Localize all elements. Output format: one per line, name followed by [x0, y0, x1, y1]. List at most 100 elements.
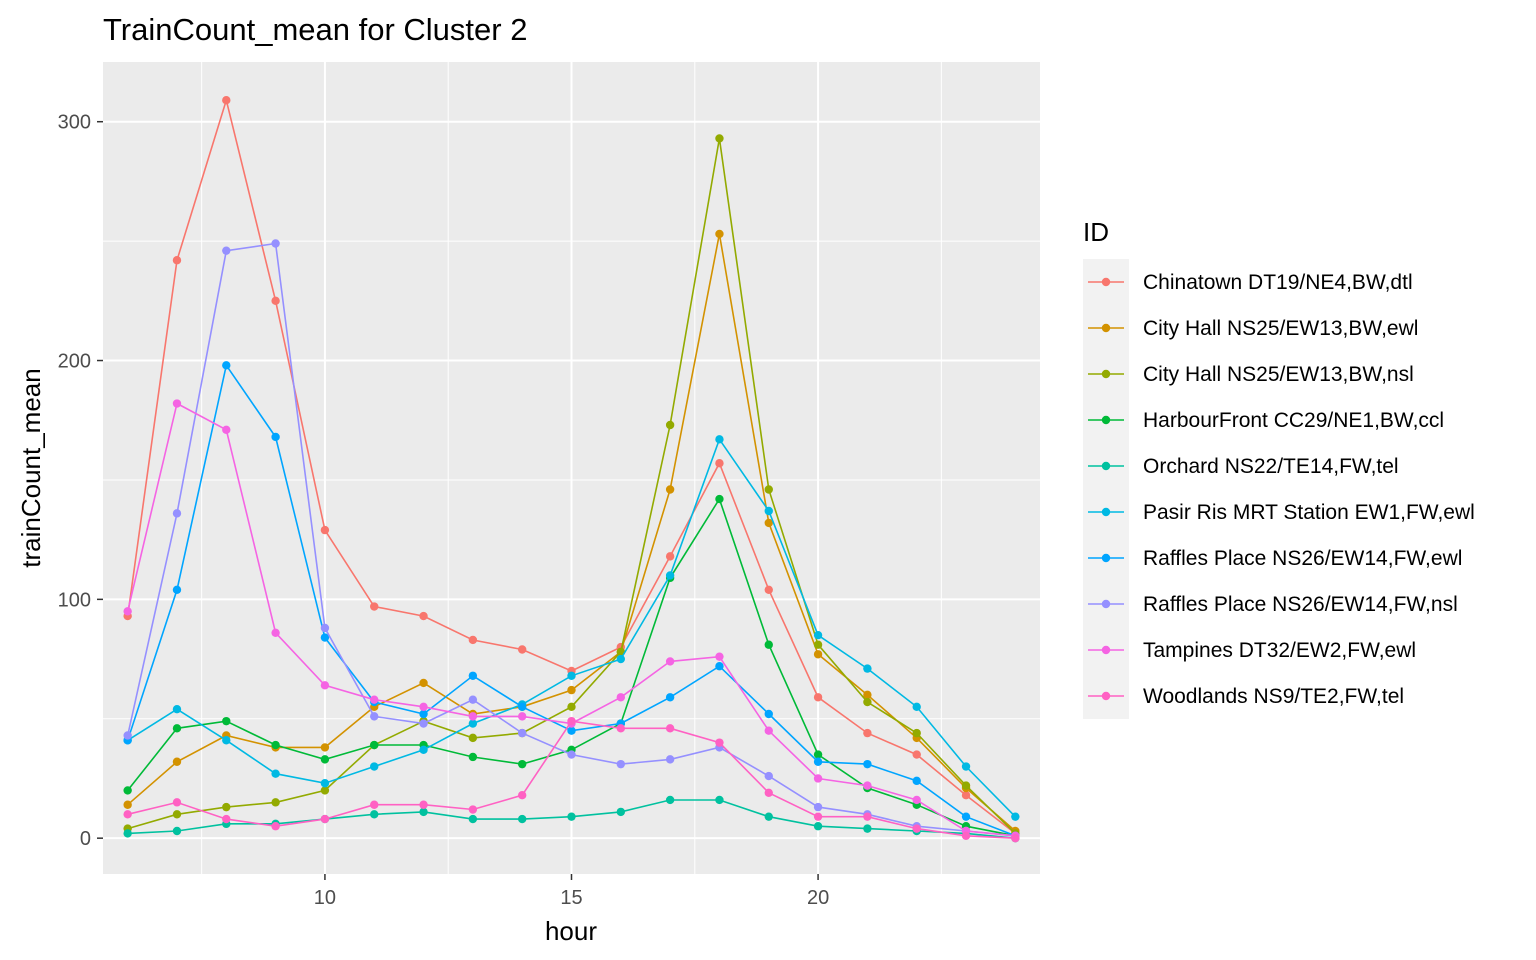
data-point — [468, 752, 478, 762]
data-point — [764, 788, 773, 797]
data-point — [813, 812, 823, 821]
data-point — [222, 716, 231, 726]
data-point — [517, 712, 527, 721]
data-point — [961, 831, 971, 840]
data-point — [813, 802, 823, 812]
data-point — [468, 805, 478, 814]
data-point — [468, 719, 478, 728]
legend-key-point — [1101, 461, 1111, 471]
data-point — [172, 826, 182, 836]
y-tick-label: 200 — [58, 351, 91, 373]
data-point — [320, 633, 330, 642]
data-point — [172, 399, 182, 408]
data-point — [715, 662, 724, 671]
data-point — [715, 494, 724, 504]
data-point — [665, 795, 675, 805]
legend-key-point — [1101, 599, 1111, 609]
legend-item: City Hall NS25/EW13,BW,ewl — [1088, 317, 1418, 340]
data-point — [665, 724, 675, 733]
data-point — [912, 750, 921, 759]
data-point — [567, 702, 576, 712]
data-point — [517, 702, 527, 712]
data-point — [863, 781, 872, 790]
data-point — [271, 822, 280, 831]
data-point — [419, 709, 428, 719]
data-point — [123, 786, 132, 795]
data-point — [468, 814, 478, 824]
data-point — [172, 585, 182, 594]
legend-item: Raffles Place NS26/EW14,FW,ewl — [1088, 547, 1462, 570]
data-point — [320, 743, 330, 752]
data-point — [567, 812, 576, 821]
legend-label: City Hall NS25/EW13,BW,nsl — [1143, 363, 1414, 386]
data-point — [764, 485, 773, 494]
data-point — [370, 740, 379, 750]
data-point — [912, 824, 921, 833]
data-point — [764, 709, 773, 719]
data-point — [320, 623, 330, 633]
data-point — [123, 731, 132, 740]
legend-key-point — [1101, 415, 1111, 425]
data-point — [222, 246, 231, 255]
data-point — [172, 757, 182, 766]
data-point — [468, 635, 478, 645]
legend-label: City Hall NS25/EW13,BW,ewl — [1143, 317, 1418, 340]
legend-key-point — [1101, 369, 1111, 379]
data-point — [468, 733, 478, 743]
data-point — [665, 552, 675, 561]
legend-key-point — [1101, 691, 1111, 701]
data-point — [616, 654, 626, 664]
data-point — [665, 485, 675, 494]
legend-label: Woodlands NS9/TE2,FW,tel — [1143, 685, 1404, 708]
data-point — [616, 807, 626, 817]
data-point — [1011, 833, 1020, 843]
x-tick-label: 20 — [807, 887, 829, 909]
data-point — [123, 810, 132, 819]
data-point — [665, 571, 675, 580]
data-point — [271, 798, 280, 807]
legend-item: Chinatown DT19/NE4,BW,dtl — [1088, 271, 1413, 294]
data-point — [517, 728, 527, 738]
legend-label: Raffles Place NS26/EW14,FW,ewl — [1143, 547, 1462, 570]
legend-items: Chinatown DT19/NE4,BW,dtl City Hall NS25/… — [1088, 271, 1475, 708]
data-point — [715, 795, 724, 805]
data-point — [419, 611, 428, 621]
data-point — [222, 802, 231, 812]
data-point — [813, 650, 823, 659]
data-point — [271, 239, 280, 248]
legend-item: Orchard NS22/TE14,FW,tel — [1088, 455, 1399, 478]
y-tick-label: 300 — [58, 112, 91, 134]
legend-label: Chinatown DT19/NE4,BW,dtl — [1143, 271, 1413, 294]
legend-key-point — [1101, 507, 1111, 517]
legend-item: Tampines DT32/EW2,FW,ewl — [1088, 639, 1416, 662]
legend-label: Tampines DT32/EW2,FW,ewl — [1143, 639, 1416, 662]
legend-title: ID — [1083, 217, 1109, 247]
data-point — [468, 671, 478, 680]
legend: ID Chinatown DT19/NE4,BW,dtl City Hall NS… — [1083, 217, 1475, 719]
data-point — [764, 506, 773, 516]
data-point — [764, 812, 773, 821]
data-point — [813, 822, 823, 831]
data-point — [517, 645, 527, 654]
data-point — [764, 585, 773, 594]
data-point — [1011, 812, 1020, 821]
data-point — [123, 800, 132, 809]
data-point — [665, 657, 675, 666]
data-point — [961, 812, 971, 821]
legend-item: Raffles Place NS26/EW14,FW,nsl — [1088, 593, 1458, 616]
data-point — [172, 810, 182, 819]
legend-key-point — [1101, 553, 1111, 563]
data-point — [863, 728, 872, 738]
legend-label: Orchard NS22/TE14,FW,tel — [1143, 455, 1399, 478]
data-point — [912, 795, 921, 805]
data-point — [222, 814, 231, 824]
data-point — [715, 652, 724, 661]
data-point — [764, 771, 773, 781]
data-point — [715, 134, 724, 143]
data-point — [863, 697, 872, 707]
y-tick-label: 100 — [58, 589, 91, 611]
data-point — [419, 678, 428, 688]
data-point — [764, 518, 773, 528]
data-point — [172, 705, 182, 714]
